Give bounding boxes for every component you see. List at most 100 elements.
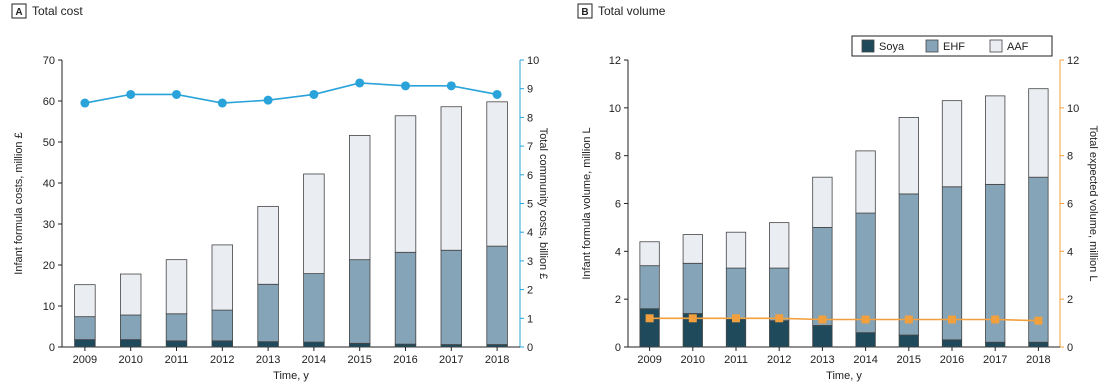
panel-b-xtick-label: 2013 xyxy=(810,354,834,366)
panel-a-ytick-label: 70 xyxy=(43,55,55,67)
panel-a-ytick-label: 0 xyxy=(49,342,55,354)
panel-b-line-point xyxy=(991,315,1000,324)
panel-a-bar-aaf-2013 xyxy=(257,205,279,285)
panel-a-bar-aaf-2016 xyxy=(394,115,417,253)
panel-a-bar-aaf-2014 xyxy=(303,173,325,275)
panel-b-ytick-label: 6 xyxy=(615,199,621,211)
panel-b-xtick-label: 2017 xyxy=(983,354,1007,366)
panel-b-bar-ehf-2011 xyxy=(725,267,747,319)
panel-a-xtick-label: 2017 xyxy=(439,354,463,366)
panel-a-xtick-label: 2013 xyxy=(256,354,280,366)
panel-a-line-point xyxy=(446,81,456,91)
panel-b-bar-aaf-2013 xyxy=(812,176,833,228)
panel-a-xtick-label: 2010 xyxy=(118,354,142,366)
panel-a-bar-ehf-2011 xyxy=(165,313,188,342)
panel-b-line-point xyxy=(732,314,740,323)
panel-b-line-point xyxy=(904,315,913,324)
panel-b-bar-aaf-2011 xyxy=(725,231,747,269)
panel-b-y2tick-label: 8 xyxy=(1067,151,1073,163)
panel-b-bar-ehf-2013 xyxy=(812,227,833,326)
panel-a-ylabel: Infant formula costs, million £ xyxy=(13,132,25,274)
panel-b-xtick-label: 2016 xyxy=(940,354,964,366)
panel-b-bar-aaf-2015 xyxy=(898,117,919,195)
panel-a-xtick-label: 2018 xyxy=(485,354,509,366)
panel-b-bar-soya-2011 xyxy=(725,317,747,348)
panel-b-bar-aaf-2009 xyxy=(639,241,660,267)
panel-a-bar-soya-2015 xyxy=(348,342,371,348)
panel-b-bar-ehf-2015 xyxy=(898,193,919,336)
panel-a-bar-aaf-2010 xyxy=(119,273,142,316)
panel-a-bar-ehf-2018 xyxy=(486,245,508,345)
panel-a-y2tick-label: 7 xyxy=(527,141,533,153)
panel-b-bar-soya-2014 xyxy=(855,332,876,348)
panel-a-ytick-label: 40 xyxy=(43,178,55,190)
legend-label-soya: Soya xyxy=(879,41,905,53)
panel-a-y2tick-label: 10 xyxy=(527,55,539,67)
legend-swatch-aaf xyxy=(989,39,1003,53)
panel-b-y2tick-label: 2 xyxy=(1067,294,1073,306)
panel-b-y2tick-label: 6 xyxy=(1067,199,1073,211)
panel-a-line-point xyxy=(126,89,136,99)
legend-swatch-ehf xyxy=(925,39,939,53)
panel-b-bar-soya-2016 xyxy=(941,339,963,348)
panel-b-xtick-label: 2010 xyxy=(681,354,705,366)
panel-b-letter: B xyxy=(581,7,588,18)
panel-a-y2tick-label: 1 xyxy=(527,313,533,325)
panel-a-ytick-label: 60 xyxy=(43,96,55,108)
panel-b-bar-aaf-2017 xyxy=(985,95,1006,185)
panel-b-bar-ehf-2009 xyxy=(639,265,660,310)
panel-a-xtick-label: 2015 xyxy=(347,354,371,366)
panel-b-xlabel: Time, y xyxy=(826,370,862,382)
panel-b-xtick-label: 2015 xyxy=(897,354,921,366)
panel-a-bar-soya-2009 xyxy=(74,339,96,348)
panel-b-xtick-label: 2009 xyxy=(637,354,661,366)
panel-a-bar-soya-2014 xyxy=(303,341,325,348)
panel-b-y2tick-label: 4 xyxy=(1067,246,1073,258)
panel-a-xtick-label: 2009 xyxy=(73,354,97,366)
panel-a-plot: 0 10 20 30 40 50 60 70 0 1 2 3 4 5 6 7 8 9 10 2009 2010 2011 2… xyxy=(13,55,549,382)
panel-a-bar-ehf-2015 xyxy=(348,259,371,344)
panel-b-plot: 0 2 4 6 8 10 12 0 2 4 6 8 10 12 2009 2010 2011 2012 2013 20… xyxy=(581,35,1099,382)
panel-a-bar-ehf-2017 xyxy=(440,249,463,345)
panel-a-bar-aaf-2009 xyxy=(74,284,96,318)
panel-a-bar-soya-2010 xyxy=(119,339,142,348)
panel-a-bar-aaf-2012 xyxy=(211,244,234,311)
panel-a-bar-aaf-2017 xyxy=(440,106,463,251)
panel-b-bar-aaf-2014 xyxy=(855,150,876,214)
panel-a-bar-ehf-2016 xyxy=(394,251,417,345)
panel-a-line-point xyxy=(263,95,273,105)
panel-a-bar-soya-2016 xyxy=(394,343,417,348)
panel-a-line-point xyxy=(217,98,227,108)
panel-b-bar-soya-2015 xyxy=(898,334,919,348)
panel-a-y2tick-label: 9 xyxy=(527,84,533,96)
panel-a-y2tick-label: 2 xyxy=(527,285,533,297)
panel-b-line-point xyxy=(645,314,654,323)
panel-b-bar-aaf-2016 xyxy=(941,100,963,188)
panel-a-bar-ehf-2012 xyxy=(211,309,234,342)
panel-a-bar-ehf-2009 xyxy=(74,316,96,341)
panel-a-ytick-label: 10 xyxy=(43,301,55,313)
panel-b-line-point xyxy=(861,315,870,324)
panel-b-line-point xyxy=(775,314,784,323)
panel-b-y2tick-label: 10 xyxy=(1067,103,1079,115)
panel-a-y2tick-label: 8 xyxy=(527,112,533,124)
panel-a-title: Total cost xyxy=(32,4,83,18)
panel-a-bar-soya-2011 xyxy=(165,340,188,348)
panel-a-line-point xyxy=(172,89,181,99)
panel-a-bar-ehf-2014 xyxy=(303,273,325,343)
panel-a-y2tick-label: 3 xyxy=(527,256,533,268)
panel-b-xtick-label: 2018 xyxy=(1026,354,1050,366)
panel-b-line-point xyxy=(818,315,827,324)
panel-b-badge xyxy=(577,3,593,19)
panel-b-bar-soya-2013 xyxy=(812,325,833,348)
panel-b-ytick-label: 2 xyxy=(615,294,621,306)
panel-a-line-point xyxy=(355,78,365,88)
panel-b-ytick-label: 12 xyxy=(609,55,621,67)
panel-a-bar-soya-2013 xyxy=(257,341,279,348)
panel-a-letter: A xyxy=(15,7,22,18)
panel-b-line-series xyxy=(649,317,1039,322)
panel-a-bar-ehf-2010 xyxy=(119,314,142,341)
panel-b-line-point xyxy=(948,315,956,324)
